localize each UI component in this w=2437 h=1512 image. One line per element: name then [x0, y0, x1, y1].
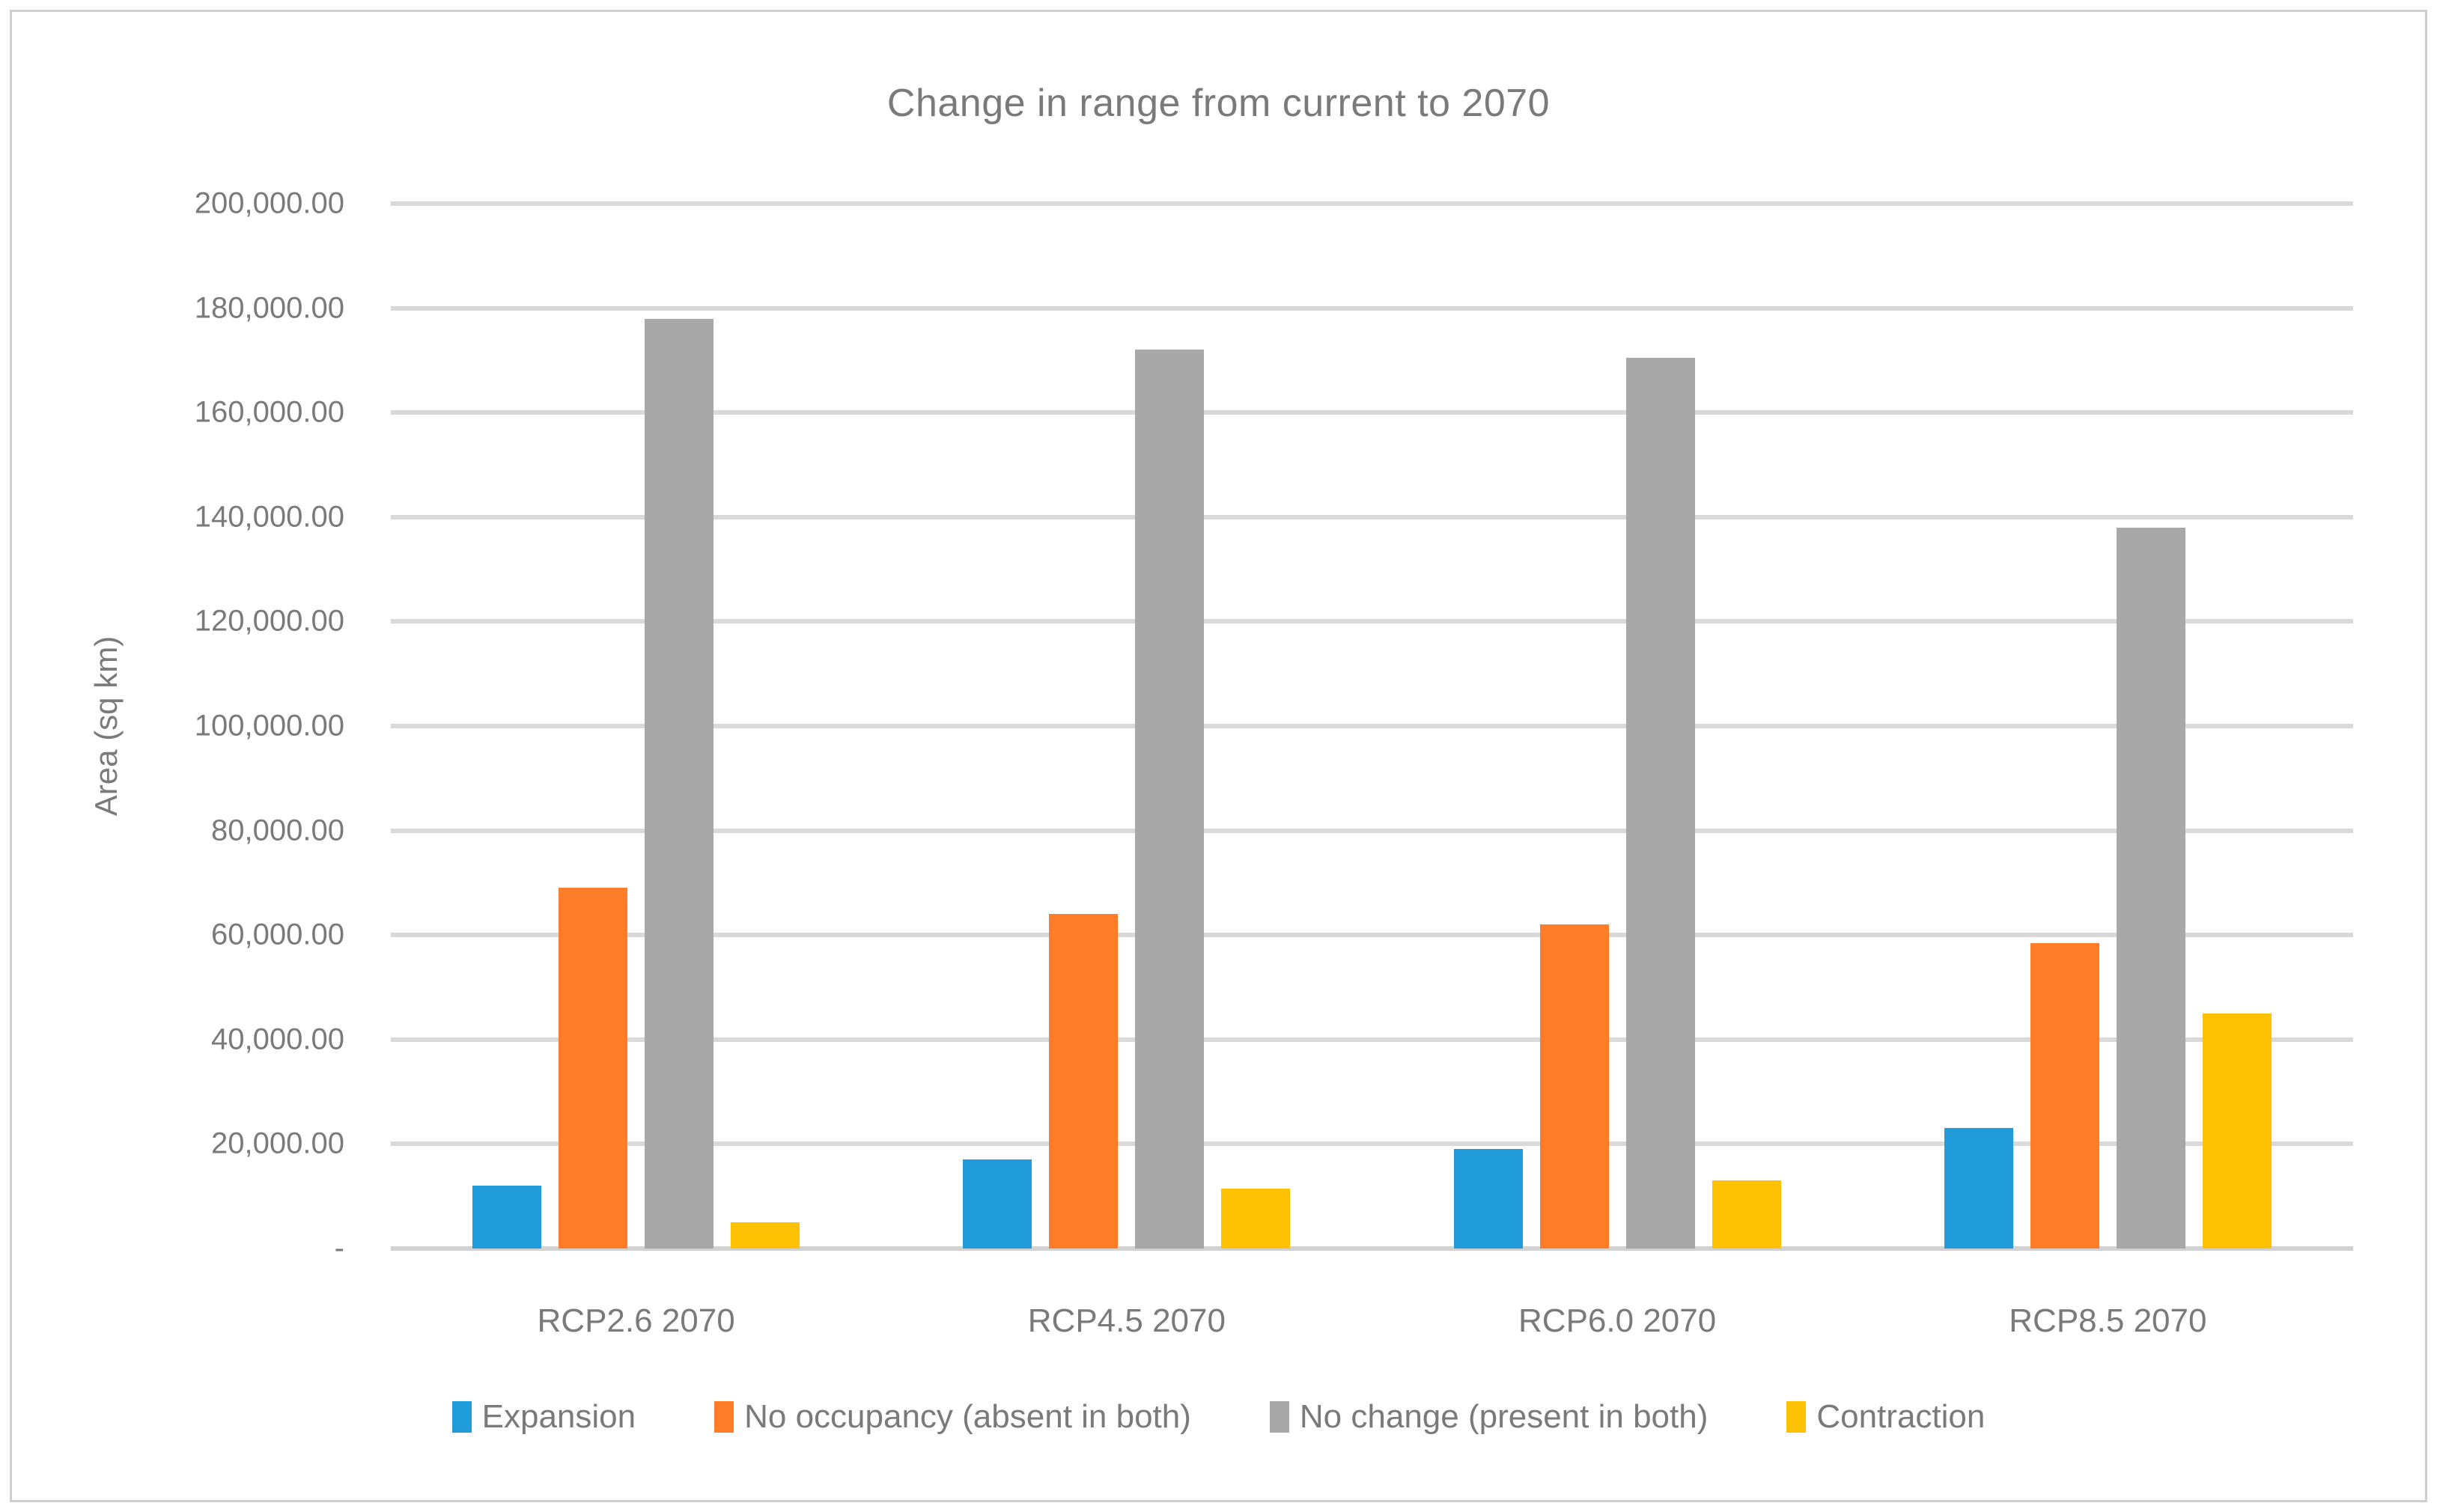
- gridline: [391, 201, 2353, 206]
- y-tick-label: 80,000.00: [211, 814, 344, 847]
- legend: Expansion No occupancy (absent in both) No…: [0, 1398, 2437, 1436]
- y-tick-label: 20,000.00: [211, 1127, 344, 1160]
- bar-contraction-rcp6-0-2070: [1712, 1180, 1781, 1249]
- x-axis-label-rcp2-6-2070: RCP2.6 2070: [537, 1302, 735, 1339]
- bar-no-occupancy-absent-in-both-rcp4-5-2070: [1049, 914, 1119, 1249]
- legend-marker-icon: [1269, 1401, 1289, 1433]
- bar-expansion-rcp8-5-2070: [1944, 1128, 2013, 1249]
- legend-item-no-change-present-in-both: No change (present in both): [1269, 1398, 1709, 1436]
- bar-expansion-rcp2-6-2070: [472, 1186, 542, 1249]
- chart-border: [10, 10, 2427, 1502]
- bar-group-rcp2-6-2070: [391, 204, 881, 1249]
- legend-item-expansion: Expansion: [451, 1398, 636, 1436]
- y-tick-label: 100,000.00: [194, 709, 344, 743]
- bar-group-rcp6-0-2070: [1372, 204, 1863, 1249]
- gridline: [391, 933, 2353, 937]
- bar-layer: [391, 204, 2353, 1249]
- bar-group-rcp4-5-2070: [881, 204, 1372, 1249]
- x-axis-label-rcp8-5-2070: RCP8.5 2070: [2009, 1302, 2207, 1339]
- gridline: [391, 829, 2353, 833]
- y-tick-label: 140,000.00: [194, 500, 344, 534]
- y-tick-label: 40,000.00: [211, 1022, 344, 1056]
- legend-label: Expansion: [481, 1398, 636, 1435]
- y-tick-label: -: [334, 1231, 344, 1265]
- bar-expansion-rcp4-5-2070: [963, 1159, 1032, 1249]
- y-tick-label: 200,000.00: [194, 186, 344, 220]
- gridline: [391, 724, 2353, 728]
- bar-no-occupancy-absent-in-both-rcp2-6-2070: [559, 888, 628, 1249]
- bar-expansion-rcp6-0-2070: [1453, 1149, 1523, 1249]
- gridline: [391, 515, 2353, 519]
- bar-contraction-rcp4-5-2070: [1221, 1189, 1291, 1249]
- gridline: [391, 1141, 2353, 1146]
- legend-item-contraction: Contraction: [1786, 1398, 1985, 1436]
- chart-title: Change in range from current to 2070: [886, 82, 1551, 125]
- plot-area: [391, 201, 2353, 1251]
- bar-no-occupancy-absent-in-both-rcp8-5-2070: [2030, 943, 2099, 1249]
- legend-label: Contraction: [1816, 1398, 1986, 1435]
- bar-no-occupancy-absent-in-both-rcp6-0-2070: [1539, 924, 1609, 1249]
- bar-group-rcp8-5-2070: [1863, 204, 2353, 1249]
- bar-no-change-present-in-both-rcp2-6-2070: [645, 319, 714, 1249]
- bar-no-change-present-in-both-rcp6-0-2070: [1625, 358, 1695, 1249]
- gridline: [391, 306, 2353, 311]
- legend-marker-icon: [451, 1401, 472, 1433]
- bar-no-change-present-in-both-rcp4-5-2070: [1135, 350, 1205, 1249]
- gridline: [391, 1037, 2353, 1042]
- gridline: [391, 619, 2353, 624]
- legend-marker-icon: [1786, 1401, 1807, 1433]
- x-axis-line: [391, 1246, 2353, 1251]
- y-tick-label: 120,000.00: [194, 604, 344, 638]
- bar-contraction-rcp2-6-2070: [731, 1222, 800, 1249]
- legend-label: No change (present in both): [1299, 1398, 1709, 1435]
- legend-marker-icon: [714, 1401, 734, 1433]
- legend-item-no-occupancy-absent-in-both: No occupancy (absent in both): [714, 1398, 1191, 1436]
- x-axis-labels: RCP2.6 2070 RCP4.5 2070 RCP6.0 2070 RCP8.5 …: [391, 1302, 2353, 1340]
- gridline: [391, 410, 2353, 415]
- bar-no-change-present-in-both-rcp8-5-2070: [2116, 528, 2185, 1249]
- x-axis-label-rcp4-5-2070: RCP4.5 2070: [1027, 1302, 1226, 1339]
- legend-label: No occupancy (absent in both): [744, 1398, 1191, 1435]
- y-tick-label: 60,000.00: [211, 918, 344, 951]
- y-tick-label: 160,000.00: [194, 395, 344, 429]
- x-axis-label-rcp6-0-2070: RCP6.0 2070: [1518, 1302, 1717, 1339]
- bar-contraction-rcp8-5-2070: [2202, 1013, 2272, 1249]
- y-tick-label: 180,000.00: [194, 291, 344, 325]
